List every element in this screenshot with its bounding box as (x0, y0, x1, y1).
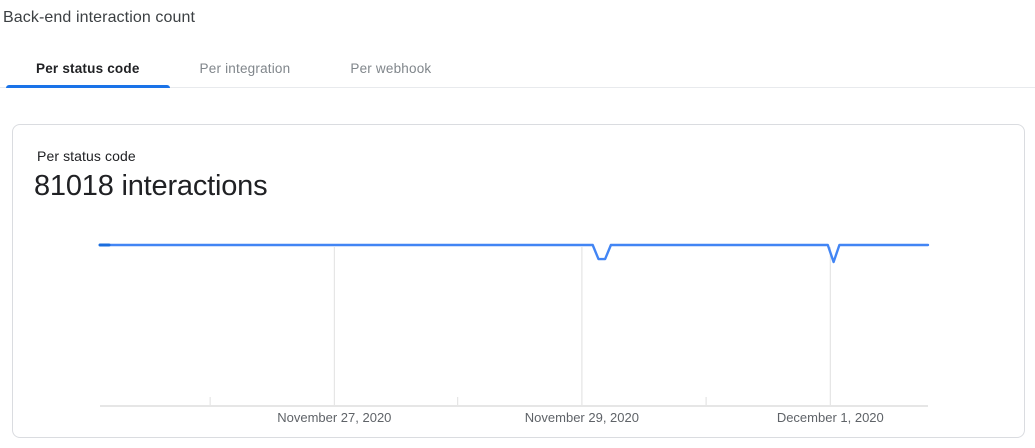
tab-per-webhook[interactable]: Per webhook (350, 61, 432, 76)
x-axis-label: November 27, 2020 (277, 410, 391, 425)
card-metric-value: 81018 interactions (34, 170, 268, 202)
card-subtitle: Per status code (37, 148, 136, 164)
page-title: Back-end interaction count (3, 9, 196, 26)
x-axis-label: December 1, 2020 (777, 410, 884, 425)
chart-svg: November 27, 2020 November 29, 2020 Decemb… (98, 243, 930, 425)
metric-card: Per status code 81018 interactions Novem… (12, 124, 1025, 438)
tab-bar: Per status code Per integration Per webh… (0, 50, 1035, 88)
tab-per-status-code[interactable]: Per status code (6, 50, 170, 88)
line-series (98, 243, 930, 264)
x-axis-label: November 29, 2020 (525, 410, 639, 425)
tab-per-integration[interactable]: Per integration (199, 61, 291, 76)
